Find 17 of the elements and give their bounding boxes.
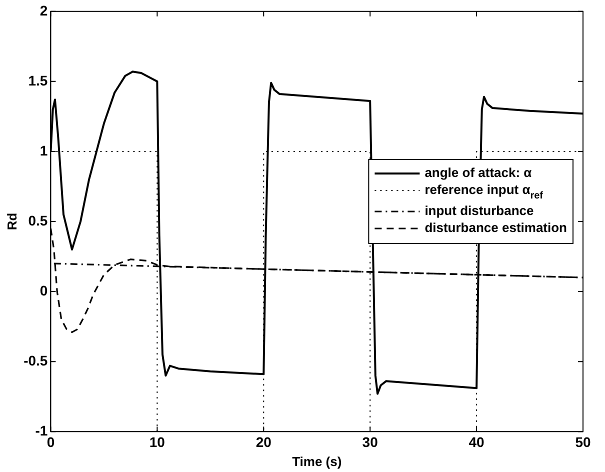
x-tick-label: 20 <box>256 434 272 450</box>
y-tick-label: -0.5 <box>24 352 48 368</box>
y-tick-label: 0.5 <box>28 212 48 228</box>
legend-label: angle of attack: α <box>424 165 532 180</box>
y-tick-label: -1 <box>35 422 48 438</box>
y-tick-label: 2 <box>40 2 48 18</box>
legend-label: disturbance estimation <box>424 220 568 236</box>
y-axis-title: Rd <box>4 212 20 230</box>
x-tick-label: 50 <box>575 434 591 450</box>
x-axis-title: Time (s) <box>292 454 342 469</box>
y-tick-label: 1.5 <box>28 72 48 88</box>
x-tick-label: 10 <box>149 434 166 450</box>
legend-label: input disturbance <box>424 203 534 218</box>
y-tick-label: 1 <box>40 142 48 158</box>
y-tick-label: 0 <box>40 282 48 298</box>
x-tick-label: 40 <box>468 434 485 450</box>
x-tick-label: 30 <box>362 434 378 450</box>
